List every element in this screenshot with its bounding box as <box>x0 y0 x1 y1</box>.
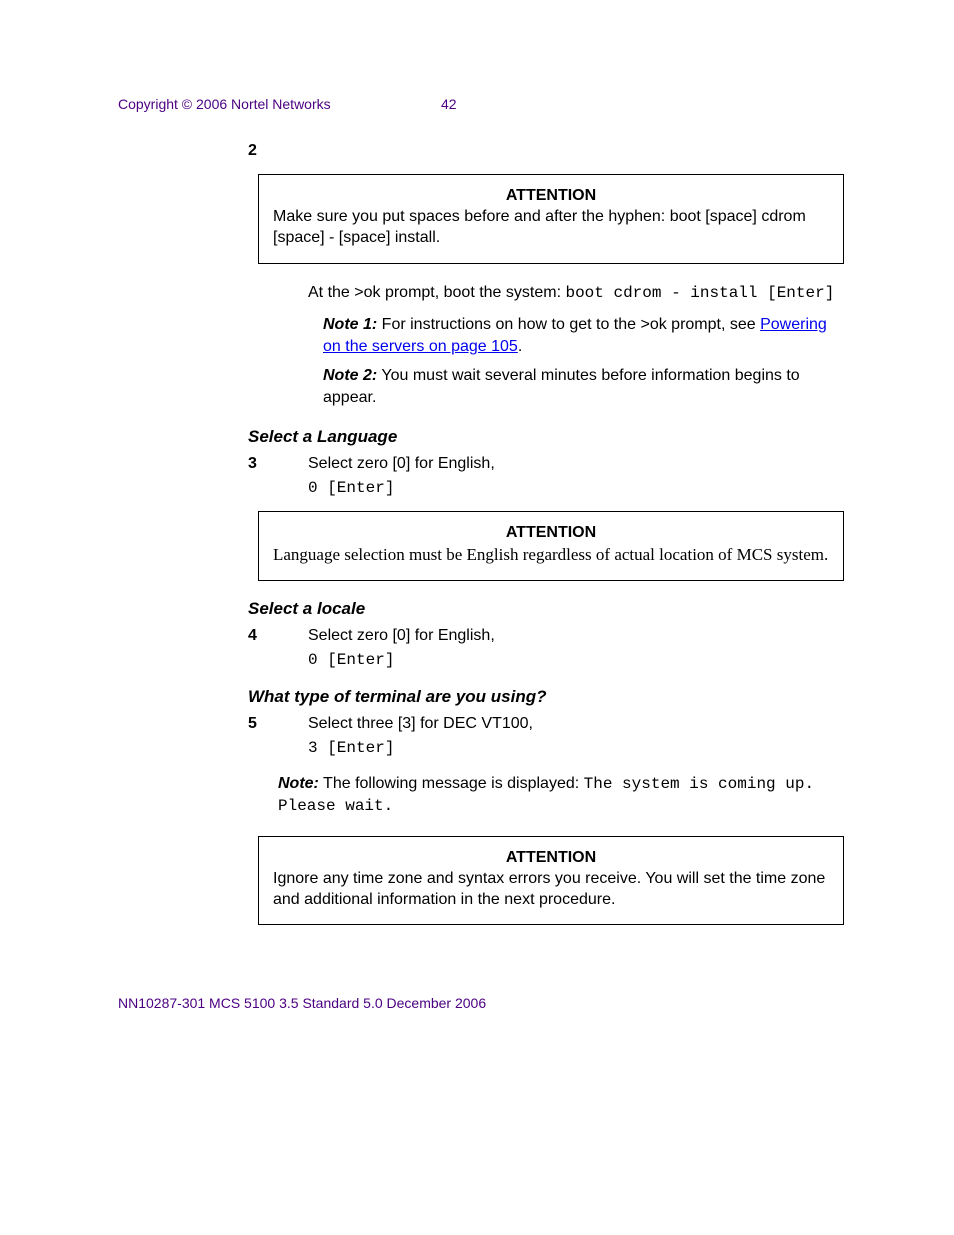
step-4-text: Select zero [0] for English, <box>308 627 844 645</box>
heading-language: Select a Language <box>248 427 844 447</box>
document-page: Copyright © 2006 Nortel Networks 42 2 AT… <box>0 0 954 1091</box>
attention-body: Make sure you put spaces before and afte… <box>273 207 829 249</box>
note-2-label: Note 2: <box>323 367 377 384</box>
attention-title: ATTENTION <box>273 187 829 205</box>
attention-box-timezone: ATTENTION Ignore any time zone and synta… <box>258 836 844 926</box>
attention-title: ATTENTION <box>273 849 829 867</box>
terminal-note: Note: The following message is displayed… <box>278 773 844 818</box>
step-5-row: 5 Select three [3] for DEC VT100, <box>248 715 844 733</box>
page-footer: NN10287-301 MCS 5100 3.5 Standard 5.0 De… <box>118 995 844 1011</box>
step-5-number: 5 <box>248 715 308 733</box>
step-3-text: Select zero [0] for English, <box>308 455 844 473</box>
step-4-command: 0 [Enter] <box>308 651 844 669</box>
note-1: Note 1: For instructions on how to get t… <box>323 314 844 357</box>
note-2: Note 2: You must wait several minutes be… <box>323 365 844 408</box>
step-3-row: 3 Select zero [0] for English, <box>248 455 844 473</box>
note-1-suffix: . <box>518 338 522 355</box>
step-5-command: 3 [Enter] <box>308 739 844 757</box>
step-3-command: 0 [Enter] <box>308 479 844 497</box>
attention-box-language: ATTENTION Language selection must be Eng… <box>258 511 844 581</box>
step-2-number: 2 <box>248 142 844 160</box>
note-2-text: You must wait several minutes before inf… <box>323 367 800 406</box>
terminal-note-text: The following message is displayed: <box>319 775 584 792</box>
copyright-text: Copyright © 2006 Nortel Networks <box>118 96 441 112</box>
boot-command: boot cdrom - install [Enter] <box>565 284 834 302</box>
boot-instruction: At the >ok prompt, boot the system: boot… <box>308 282 844 305</box>
heading-locale: Select a locale <box>248 599 844 619</box>
attention-box-boot: ATTENTION Make sure you put spaces befor… <box>258 174 844 264</box>
page-header: Copyright © 2006 Nortel Networks 42 <box>118 96 844 112</box>
terminal-note-label: Note: <box>278 775 319 792</box>
step-4-row: 4 Select zero [0] for English, <box>248 627 844 645</box>
attention-title: ATTENTION <box>273 524 829 542</box>
attention-body: Ignore any time zone and syntax errors y… <box>273 869 829 911</box>
step-3-number: 3 <box>248 455 308 473</box>
note-1-label: Note 1: <box>323 316 377 333</box>
boot-prefix: At the >ok prompt, boot the system: <box>308 284 565 301</box>
note-1-text: For instructions on how to get to the >o… <box>377 316 760 333</box>
step-5-text: Select three [3] for DEC VT100, <box>308 715 844 733</box>
attention-body: Language selection must be English regar… <box>273 544 829 566</box>
heading-terminal: What type of terminal are you using? <box>248 687 844 707</box>
page-number: 42 <box>441 96 457 112</box>
step-4-number: 4 <box>248 627 308 645</box>
